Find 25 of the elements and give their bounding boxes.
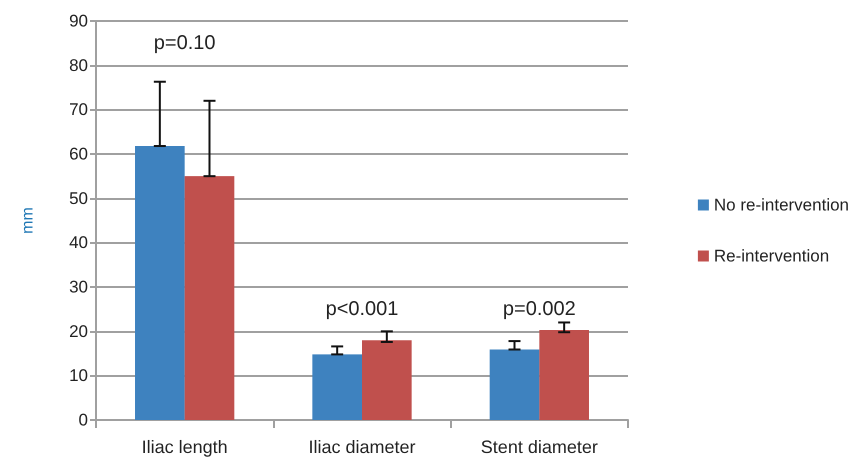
bar <box>184 176 234 420</box>
y-tick-label: 20 <box>69 322 88 341</box>
bar <box>312 354 362 420</box>
annotation: p<0.001 <box>326 298 398 320</box>
annotation: p=0.002 <box>502 298 576 320</box>
y-tick-label: 90 <box>69 12 88 30</box>
x-tick-label: Iliac diameter <box>308 437 416 457</box>
y-tick-label: 40 <box>69 233 88 252</box>
x-tick-label: Iliac length <box>142 437 228 457</box>
y-tick-label: 10 <box>69 366 88 386</box>
bar <box>135 146 185 420</box>
x-tick-label: Stent diameter <box>480 437 598 457</box>
annotation: p=0.10 <box>154 32 216 54</box>
y-tick-label: 70 <box>69 100 88 120</box>
y-tick-label: 60 <box>69 144 88 164</box>
bar <box>362 340 412 420</box>
bar <box>490 350 540 420</box>
y-tick-label: 0 <box>78 410 88 430</box>
y-tick-label: 50 <box>69 188 88 208</box>
y-tick-label: 80 <box>69 56 88 75</box>
y-axis-title: mm <box>20 207 36 234</box>
legend-label: Re-intervention <box>714 246 830 266</box>
y-tick-label: 30 <box>69 278 88 296</box>
legend-label: No re-intervention <box>714 196 850 214</box>
bar <box>539 330 589 420</box>
